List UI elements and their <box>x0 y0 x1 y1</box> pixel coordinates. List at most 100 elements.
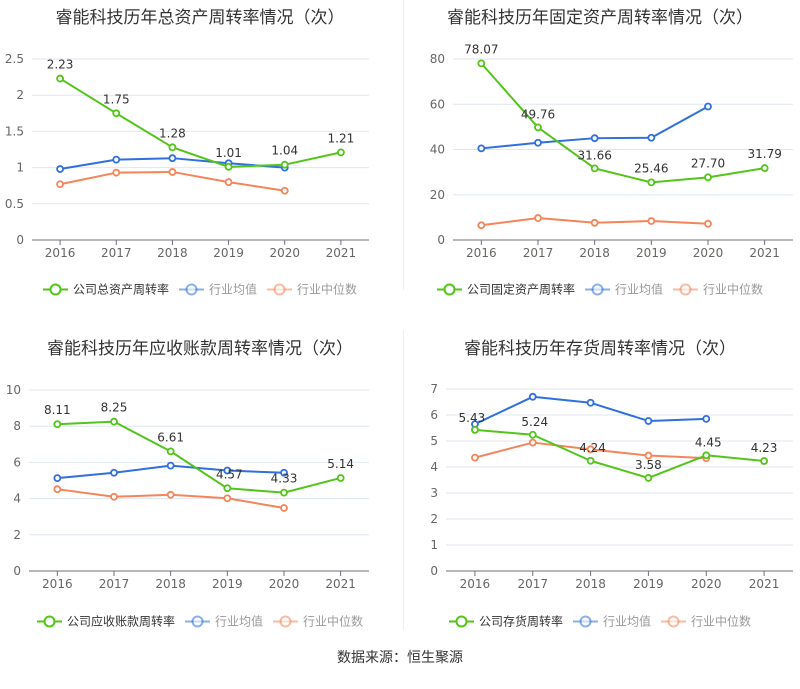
chart-title: 睿能科技历年固定资产周转率情况（次） <box>447 8 753 28</box>
data-point-median <box>477 221 486 230</box>
chart-fixed-asset-turnover: 睿能科技历年固定资产周转率情况（次） 0 20 40 60 80 2016 2017 2018 2… <box>400 0 800 325</box>
legend-label: 公司固定资产周转率 <box>466 282 575 297</box>
data-label: 78.07 <box>464 42 498 56</box>
data-label: 1.04 <box>271 144 298 158</box>
data-point-median <box>56 180 64 189</box>
data-point-avg <box>53 474 62 483</box>
data-point-median <box>528 438 537 447</box>
y-tick-label: 0 <box>16 233 24 247</box>
data-label: 2.23 <box>47 58 74 72</box>
series-line-company <box>59 77 342 168</box>
x-tick-label: 2021 <box>326 246 357 260</box>
x-tick-label: 2016 <box>45 246 76 260</box>
legend-label: 行业均值 <box>214 614 263 629</box>
data-point-median <box>280 186 289 195</box>
legend-item-median[interactable]: 行业中位数 <box>661 613 751 630</box>
legend-label: 公司应收账款周转率 <box>66 614 175 629</box>
y-tick-label: 4 <box>430 460 438 474</box>
chart-title: 睿能科技历年总资产周转率情况（次） <box>55 8 345 28</box>
data-point-company <box>110 417 118 426</box>
data-point-avg <box>110 468 118 477</box>
data-point-median <box>53 485 62 494</box>
data-point-company <box>224 162 233 171</box>
data-point-company <box>471 425 479 434</box>
x-tick-label: 2016 <box>466 246 497 260</box>
legend-line-circle-icon <box>273 615 298 627</box>
x-tick-label: 2017 <box>101 246 132 260</box>
data-point-median <box>166 490 175 499</box>
legend-label: 行业均值 <box>602 614 651 629</box>
legend: 公司固定资产周转率 行业均值 行业中位数 <box>400 281 800 298</box>
y-tick-label: 1.5 <box>5 124 24 138</box>
legend-line-circle-icon <box>42 283 68 295</box>
y-tick-label: 2 <box>16 88 24 102</box>
legend-label: 行业均值 <box>208 282 257 297</box>
y-tick-label: 6 <box>13 455 21 469</box>
y-tick-label: 7 <box>430 382 438 396</box>
data-point-company <box>337 148 345 157</box>
data-point-avg <box>166 461 175 470</box>
legend-item-avg[interactable]: 行业均值 <box>178 281 257 298</box>
legend-item-company[interactable]: 公司固定资产周转率 <box>436 281 575 298</box>
data-label: 5.43 <box>459 411 486 425</box>
legend-item-median[interactable]: 行业中位数 <box>673 281 763 298</box>
legend-item-median[interactable]: 行业中位数 <box>267 281 357 298</box>
data-label: 6.61 <box>157 430 184 444</box>
data-label: 1.75 <box>103 92 130 106</box>
legend-item-avg[interactable]: 行业均值 <box>184 613 263 630</box>
legend-item-company[interactable]: 公司总资产周转率 <box>42 281 169 298</box>
x-tick-label: 2017 <box>523 246 554 260</box>
legend-item-median[interactable]: 行业中位数 <box>273 613 363 630</box>
legend-label: 行业中位数 <box>691 614 752 629</box>
data-point-company <box>280 488 288 497</box>
data-label: 4.57 <box>216 467 243 481</box>
data-point-company <box>477 59 486 68</box>
data-label: 49.76 <box>521 107 555 121</box>
data-point-median <box>112 168 121 177</box>
plot-area: 0 0.5 1 1.5 2 2.5 2016 2017 2018 2019 2020 2021 2.23… <box>5 52 369 260</box>
data-point-company <box>168 143 177 152</box>
legend-item-company[interactable]: 公司存货周转率 <box>448 613 563 630</box>
data-label: 5.24 <box>521 415 548 429</box>
data-label: 31.66 <box>577 148 611 162</box>
y-tick-label: 2 <box>13 528 21 542</box>
data-point-company <box>644 474 653 482</box>
data-label: 31.79 <box>747 147 781 161</box>
data-point-median <box>110 492 118 501</box>
data-label: 4.33 <box>271 472 298 486</box>
data-point-median <box>168 168 177 176</box>
y-tick-label: 6 <box>430 408 438 422</box>
x-tick-label: 2016 <box>42 577 73 591</box>
x-tick-label: 2020 <box>693 246 724 260</box>
y-tick-label: 20 <box>430 188 445 202</box>
legend-label: 行业中位数 <box>703 282 764 297</box>
data-label: 1.21 <box>328 131 355 145</box>
data-point-avg <box>534 138 542 147</box>
y-tick-label: 2.5 <box>5 52 24 66</box>
data-point-company <box>704 173 712 182</box>
legend-item-avg[interactable]: 行业均值 <box>584 281 663 298</box>
y-tick-label: 40 <box>430 143 445 157</box>
x-tick-label: 2016 <box>460 577 491 591</box>
x-tick-label: 2019 <box>213 246 244 260</box>
x-tick-label: 2021 <box>749 577 780 591</box>
y-tick-label: 0 <box>13 564 21 578</box>
y-tick-label: 80 <box>430 52 445 66</box>
data-point-avg <box>168 154 177 163</box>
data-label: 1.28 <box>159 126 186 140</box>
chart-title: 睿能科技历年应收账款周转率情况（次） <box>47 339 353 359</box>
data-point-median <box>704 219 712 228</box>
data-point-median <box>224 178 233 186</box>
x-tick-label: 2020 <box>691 577 722 591</box>
legend-item-company[interactable]: 公司应收账款周转率 <box>36 613 175 630</box>
legend: 公司应收账款周转率 行业均值 行业中位数 <box>0 613 400 630</box>
data-point-avg <box>644 417 653 425</box>
data-label: 3.58 <box>635 458 662 472</box>
y-tick-label: 60 <box>430 97 445 111</box>
y-tick-label: 8 <box>13 419 21 433</box>
data-point-avg <box>590 134 599 143</box>
legend: 公司存货周转率 行业均值 行业中位数 <box>400 613 800 630</box>
legend-item-avg[interactable]: 行业均值 <box>572 613 651 630</box>
chart-total-asset-turnover: 睿能科技历年总资产周转率情况（次） 0 0.5 1 1.5 2 2.5 2016 2017 201… <box>0 0 400 325</box>
data-point-company <box>590 164 599 173</box>
